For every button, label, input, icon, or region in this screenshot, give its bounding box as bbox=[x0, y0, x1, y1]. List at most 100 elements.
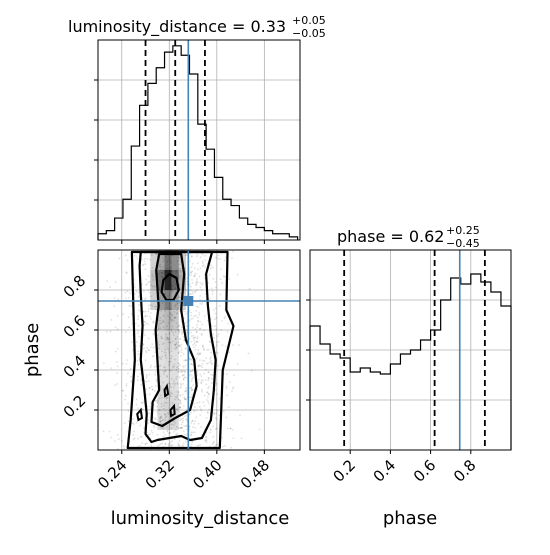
sample-point bbox=[171, 355, 173, 358]
sample-point bbox=[203, 394, 206, 397]
sample-point bbox=[159, 327, 162, 330]
sample-point bbox=[178, 376, 181, 378]
sample-point bbox=[216, 341, 218, 344]
sample-point bbox=[155, 380, 158, 383]
x-tick-label: 0.6 bbox=[410, 456, 440, 486]
sample-point bbox=[178, 443, 180, 446]
sample-point bbox=[180, 426, 183, 429]
sample-point bbox=[200, 375, 203, 377]
sample-point bbox=[185, 414, 188, 417]
sample-point bbox=[177, 391, 180, 394]
sample-point bbox=[173, 334, 175, 336]
sample-point bbox=[207, 402, 210, 405]
contour-small-loop bbox=[163, 383, 170, 398]
sample-point bbox=[169, 311, 172, 314]
sample-point bbox=[168, 354, 171, 357]
sample-point bbox=[156, 334, 159, 337]
sample-point bbox=[192, 369, 195, 372]
sample-point bbox=[184, 347, 187, 350]
sample-point bbox=[147, 323, 149, 325]
sample-point bbox=[178, 345, 181, 347]
sample-point bbox=[190, 335, 193, 338]
sample-point bbox=[160, 335, 163, 338]
sample-point bbox=[184, 371, 186, 374]
sample-point bbox=[228, 381, 231, 384]
sample-point bbox=[169, 341, 172, 344]
sample-point bbox=[158, 409, 161, 412]
sample-point bbox=[114, 384, 117, 387]
sample-point bbox=[151, 285, 154, 288]
sample-point bbox=[137, 324, 140, 327]
sample-point bbox=[122, 313, 125, 316]
sample-point bbox=[189, 373, 192, 376]
sample-point bbox=[225, 416, 228, 419]
sample-point bbox=[125, 272, 128, 275]
sample-point bbox=[166, 337, 169, 340]
sample-point bbox=[207, 379, 210, 382]
sample-point bbox=[199, 298, 201, 301]
sample-point bbox=[176, 335, 179, 338]
sample-point bbox=[210, 362, 213, 365]
sample-point bbox=[236, 273, 239, 276]
sample-point bbox=[168, 338, 171, 341]
sample-point bbox=[222, 275, 225, 278]
sample-point bbox=[215, 344, 218, 347]
sample-point bbox=[169, 316, 172, 318]
title-phase-plus: +0.25 bbox=[446, 224, 480, 237]
sample-point bbox=[197, 422, 200, 425]
sample-point bbox=[178, 440, 181, 442]
sample-point bbox=[150, 402, 152, 405]
sample-point bbox=[191, 290, 194, 293]
sample-point bbox=[204, 265, 206, 268]
sample-point bbox=[201, 363, 204, 365]
sample-point bbox=[145, 380, 148, 383]
sample-point bbox=[126, 259, 129, 262]
sample-point bbox=[207, 371, 210, 374]
sample-point bbox=[159, 420, 161, 423]
sample-point bbox=[180, 351, 183, 354]
sample-point bbox=[124, 394, 127, 397]
sample-point bbox=[171, 318, 174, 321]
sample-point bbox=[212, 278, 215, 280]
density-cell bbox=[157, 350, 165, 370]
sample-point bbox=[183, 376, 186, 379]
sample-point bbox=[114, 440, 116, 443]
sample-point bbox=[177, 352, 180, 354]
sample-point bbox=[175, 346, 178, 349]
sample-point bbox=[190, 421, 193, 424]
sample-point bbox=[171, 401, 174, 404]
sample-point bbox=[208, 340, 211, 343]
sample-point bbox=[154, 400, 157, 402]
sample-point bbox=[190, 387, 192, 390]
sample-point bbox=[137, 437, 139, 440]
sample-point bbox=[191, 326, 194, 329]
sample-point bbox=[182, 442, 185, 445]
sample-point bbox=[173, 420, 176, 423]
sample-point bbox=[164, 443, 167, 445]
sample-point bbox=[208, 393, 210, 396]
sample-point bbox=[218, 305, 221, 307]
sample-point bbox=[122, 389, 125, 392]
sample-point bbox=[110, 319, 113, 321]
sample-point bbox=[201, 390, 204, 393]
sample-point bbox=[153, 426, 156, 429]
sample-point bbox=[133, 286, 136, 288]
density-cell bbox=[171, 370, 179, 390]
sample-point bbox=[197, 364, 200, 367]
sample-point bbox=[189, 260, 192, 263]
sample-point bbox=[208, 273, 211, 276]
sample-point bbox=[201, 345, 204, 348]
sample-point bbox=[170, 417, 173, 419]
sample-point bbox=[175, 312, 178, 315]
sample-point bbox=[191, 440, 193, 443]
sample-point bbox=[195, 305, 198, 308]
sample-point bbox=[215, 256, 217, 259]
sample-point bbox=[179, 274, 182, 277]
sample-point bbox=[190, 340, 193, 343]
sample-point bbox=[184, 267, 187, 270]
sample-point bbox=[170, 320, 173, 322]
sample-point bbox=[214, 428, 217, 430]
sample-point bbox=[189, 289, 192, 291]
sample-point bbox=[207, 377, 210, 379]
sample-point bbox=[145, 443, 147, 445]
